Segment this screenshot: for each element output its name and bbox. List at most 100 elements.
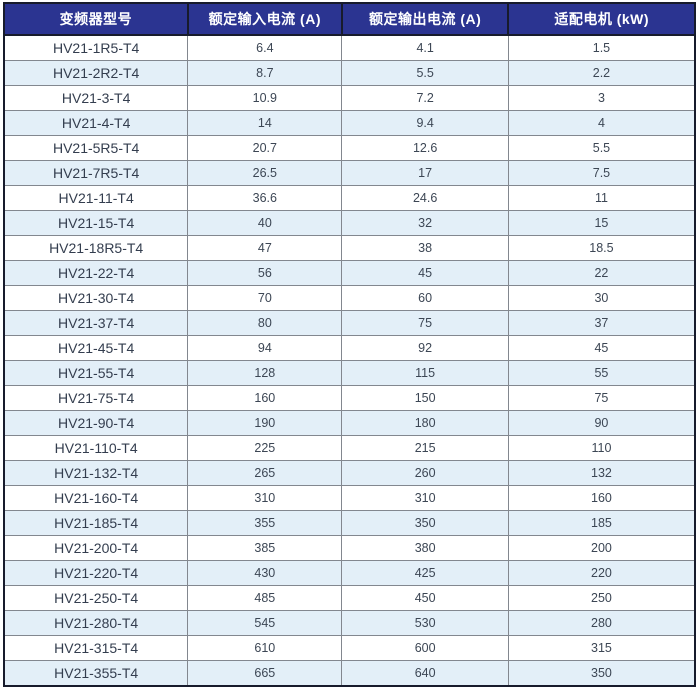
value-cell: 280 xyxy=(507,610,696,636)
value-cell: 180 xyxy=(341,410,509,436)
value-cell: 14 xyxy=(187,110,343,136)
value-cell: 12.6 xyxy=(341,135,509,161)
value-cell: 150 xyxy=(341,385,509,411)
value-cell: 40 xyxy=(187,210,343,236)
header-row: 变频器型号 额定输入电流 (A) 额定输出电流 (A) 适配电机 (kW) xyxy=(3,2,696,36)
table-row: HV21-220-T4 430 425 220 xyxy=(3,560,696,586)
model-cell: HV21-2R2-T4 xyxy=(3,60,189,86)
value-cell: 26.5 xyxy=(187,160,343,186)
table-header: 变频器型号 额定输入电流 (A) 额定输出电流 (A) 适配电机 (kW) xyxy=(3,2,696,36)
value-cell: 9.4 xyxy=(341,110,509,136)
model-cell: HV21-22-T4 xyxy=(3,260,189,286)
value-cell: 160 xyxy=(507,485,696,511)
model-cell: HV21-200-T4 xyxy=(3,535,189,561)
model-cell: HV21-55-T4 xyxy=(3,360,189,386)
value-cell: 11 xyxy=(507,185,696,211)
value-cell: 90 xyxy=(507,410,696,436)
value-cell: 32 xyxy=(341,210,509,236)
value-cell: 110 xyxy=(507,435,696,461)
value-cell: 190 xyxy=(187,410,343,436)
model-cell: HV21-5R5-T4 xyxy=(3,135,189,161)
value-cell: 8.7 xyxy=(187,60,343,86)
value-cell: 1.5 xyxy=(507,34,696,61)
table-row: HV21-110-T4 225 215 110 xyxy=(3,435,696,461)
value-cell: 7.2 xyxy=(341,85,509,111)
value-cell: 38 xyxy=(341,235,509,261)
value-cell: 75 xyxy=(341,310,509,336)
value-cell: 75 xyxy=(507,385,696,411)
table-row: HV21-15-T4 40 32 15 xyxy=(3,210,696,236)
value-cell: 37 xyxy=(507,310,696,336)
value-cell: 45 xyxy=(507,335,696,361)
table-row: HV21-5R5-T4 20.7 12.6 5.5 xyxy=(3,135,696,161)
value-cell: 10.9 xyxy=(187,85,343,111)
value-cell: 600 xyxy=(341,635,509,661)
table-row: HV21-7R5-T4 26.5 17 7.5 xyxy=(3,160,696,186)
table-row: HV21-315-T4 610 600 315 xyxy=(3,635,696,661)
value-cell: 310 xyxy=(341,485,509,511)
table-row: HV21-3-T4 10.9 7.2 3 xyxy=(3,85,696,111)
header-cell-output-current: 额定输出电流 (A) xyxy=(340,2,510,36)
model-cell: HV21-355-T4 xyxy=(3,660,189,687)
value-cell: 60 xyxy=(341,285,509,311)
table-row: HV21-22-T4 56 45 22 xyxy=(3,260,696,286)
table-row: HV21-185-T4 355 350 185 xyxy=(3,510,696,536)
table-row: HV21-200-T4 385 380 200 xyxy=(3,535,696,561)
value-cell: 5.5 xyxy=(507,135,696,161)
table-row: HV21-11-T4 36.6 24.6 11 xyxy=(3,185,696,211)
value-cell: 36.6 xyxy=(187,185,343,211)
value-cell: 22 xyxy=(507,260,696,286)
table-body: HV21-1R5-T4 6.4 4.1 1.5 HV21-2R2-T4 8.7 5.5 2.2… xyxy=(3,34,696,687)
value-cell: 250 xyxy=(507,585,696,611)
value-cell: 640 xyxy=(341,660,509,687)
value-cell: 17 xyxy=(341,160,509,186)
value-cell: 315 xyxy=(507,635,696,661)
value-cell: 5.5 xyxy=(341,60,509,86)
value-cell: 4.1 xyxy=(341,34,509,61)
value-cell: 485 xyxy=(187,585,343,611)
model-cell: HV21-4-T4 xyxy=(3,110,189,136)
model-cell: HV21-45-T4 xyxy=(3,335,189,361)
value-cell: 80 xyxy=(187,310,343,336)
model-cell: HV21-90-T4 xyxy=(3,410,189,436)
model-cell: HV21-280-T4 xyxy=(3,610,189,636)
value-cell: 115 xyxy=(341,360,509,386)
table-row: HV21-160-T4 310 310 160 xyxy=(3,485,696,511)
value-cell: 18.5 xyxy=(507,235,696,261)
value-cell: 215 xyxy=(341,435,509,461)
inverter-spec-table: 变频器型号 额定输入电流 (A) 额定输出电流 (A) 适配电机 (kW) HV… xyxy=(3,2,696,687)
spec-table-container: 变频器型号 额定输入电流 (A) 额定输出电流 (A) 适配电机 (kW) HV… xyxy=(3,2,696,687)
value-cell: 92 xyxy=(341,335,509,361)
value-cell: 20.7 xyxy=(187,135,343,161)
value-cell: 260 xyxy=(341,460,509,486)
table-row: HV21-45-T4 94 92 45 xyxy=(3,335,696,361)
value-cell: 225 xyxy=(187,435,343,461)
table-row: HV21-18R5-T4 47 38 18.5 xyxy=(3,235,696,261)
model-cell: HV21-110-T4 xyxy=(3,435,189,461)
value-cell: 430 xyxy=(187,560,343,586)
value-cell: 530 xyxy=(341,610,509,636)
value-cell: 7.5 xyxy=(507,160,696,186)
value-cell: 350 xyxy=(341,510,509,536)
model-cell: HV21-250-T4 xyxy=(3,585,189,611)
table-row: HV21-55-T4 128 115 55 xyxy=(3,360,696,386)
model-cell: HV21-11-T4 xyxy=(3,185,189,211)
value-cell: 385 xyxy=(187,535,343,561)
value-cell: 3 xyxy=(507,85,696,111)
value-cell: 45 xyxy=(341,260,509,286)
header-cell-motor-power: 适配电机 (kW) xyxy=(507,2,696,36)
value-cell: 450 xyxy=(341,585,509,611)
value-cell: 380 xyxy=(341,535,509,561)
value-cell: 355 xyxy=(187,510,343,536)
value-cell: 310 xyxy=(187,485,343,511)
value-cell: 30 xyxy=(507,285,696,311)
value-cell: 200 xyxy=(507,535,696,561)
value-cell: 56 xyxy=(187,260,343,286)
table-row: HV21-250-T4 485 450 250 xyxy=(3,585,696,611)
value-cell: 665 xyxy=(187,660,343,687)
value-cell: 160 xyxy=(187,385,343,411)
table-row: HV21-30-T4 70 60 30 xyxy=(3,285,696,311)
value-cell: 47 xyxy=(187,235,343,261)
value-cell: 24.6 xyxy=(341,185,509,211)
model-cell: HV21-37-T4 xyxy=(3,310,189,336)
